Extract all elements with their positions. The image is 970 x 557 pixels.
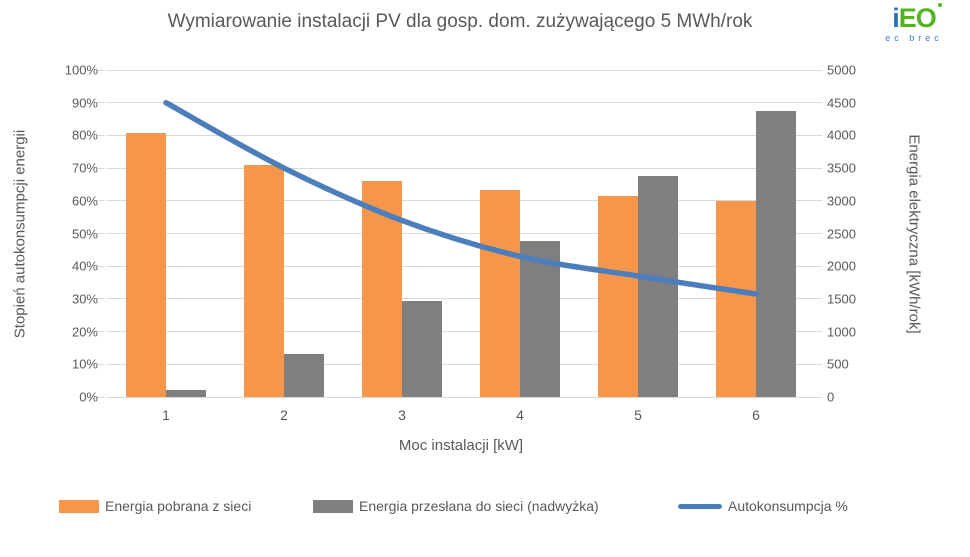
bar-energia-przeslana-kw1 (166, 390, 206, 397)
gridline (107, 396, 815, 398)
left-axis-tick-label: 20% (71, 324, 98, 340)
left-axis-tick-label: 10% (71, 356, 98, 372)
bar-energia-pobrana-kw4 (480, 190, 520, 397)
left-axis-tick-label: 90% (71, 95, 98, 111)
right-axis-title-container: Energia elektryczna [kWh/rok] (904, 70, 924, 397)
gridline (107, 331, 815, 333)
x-axis-title: Moc instalacji [kW] (398, 437, 524, 454)
left-axis-tick-mark (98, 102, 105, 104)
right-axis-tick-mark (815, 69, 822, 71)
right-axis-tick-mark (815, 363, 822, 365)
left-axis-tick-label: 50% (71, 226, 98, 241)
right-axis-tick-label: 1000 (827, 324, 856, 340)
bar-energia-przeslana-kw3 (402, 300, 442, 397)
right-axis-title: Energia elektryczna [kWh/rok] (905, 133, 923, 334)
gridline (107, 69, 815, 71)
legend-label: Energia przesłana do sieci (nadwyżka) (359, 498, 599, 514)
gridline (107, 200, 815, 202)
legend-item-energia-pobrana: Energia pobrana z sieci (59, 498, 251, 514)
right-axis-tick-label: 500 (827, 356, 849, 372)
x-axis-tick-label: 4 (516, 407, 524, 423)
right-axis-tick-mark (815, 134, 822, 136)
legend-label: Autokonsumpcja % (728, 498, 848, 514)
bar-energia-przeslana-kw2 (284, 353, 324, 397)
autokonsumpcja-line-layer (163, 99, 759, 297)
right-axis-tick-label: 4500 (827, 95, 856, 111)
left-axis-tick-mark (98, 265, 105, 267)
left-axis-tick-label: 40% (71, 258, 98, 274)
left-axis-tick-mark (98, 69, 105, 71)
right-axis-tick-label: 1500 (827, 291, 856, 307)
legend-item-energia-przeslana: Energia przesłana do sieci (nadwyżka) (313, 498, 599, 514)
gridline (107, 134, 815, 136)
left-axis-title: Stopień autokonsumpcji energii (11, 129, 29, 338)
left-axis-tick-label: 80% (71, 127, 98, 143)
legend: Energia pobrana z sieci Energia przesłan… (0, 498, 970, 518)
left-axis-tick-mark (98, 331, 105, 333)
autokonsumpcja-line (163, 99, 759, 297)
right-axis-tick-label: 5000 (827, 62, 856, 78)
right-axis-tick-label: 3500 (827, 160, 856, 176)
ieo-logo-subtext: ec brec (885, 33, 943, 43)
x-axis-tick-label: 6 (752, 407, 760, 423)
right-axis-tick-mark (815, 265, 822, 267)
legend-swatch-blue-line (678, 503, 722, 509)
left-axis-tick-mark (98, 363, 105, 365)
gridline (107, 363, 815, 365)
left-axis-tick-label: 100% (64, 62, 98, 78)
bar-energia-przeslana-kw4 (520, 240, 560, 397)
right-axis-tick-mark (815, 102, 822, 104)
left-axis-tick-mark (98, 233, 105, 234)
left-axis-tick-label: 70% (71, 160, 98, 176)
right-axis-tick-mark (815, 200, 822, 202)
legend-swatch-gray-bar (313, 499, 353, 513)
bar-energia-pobrana-kw5 (598, 196, 638, 397)
left-axis-tick-mark (98, 134, 105, 136)
left-axis-title-container: Stopień autokonsumpcji energii (10, 70, 30, 397)
gridline (107, 102, 815, 104)
bar-energia-pobrana-kw2 (244, 165, 284, 397)
right-axis-tick-mark (815, 396, 822, 398)
left-axis-tick-mark (98, 167, 105, 169)
bar-energia-pobrana-kw1 (126, 133, 166, 397)
logo-trademark-dot (937, 3, 942, 7)
gridline (107, 167, 815, 169)
left-axis-tick-mark (98, 200, 105, 202)
plot-area (98, 69, 822, 398)
left-axis-tick-label: 30% (71, 291, 98, 307)
gridline (107, 298, 815, 300)
gridline (107, 265, 815, 267)
left-axis-tick-mark (98, 298, 105, 300)
right-axis-tick-label: 0 (827, 389, 835, 405)
gridline (107, 233, 815, 234)
left-axis-tick-mark (98, 396, 105, 398)
legend-item-autokonsumpcja: Autokonsumpcja % (678, 498, 848, 514)
x-axis-tick-label: 2 (280, 407, 288, 423)
right-axis-tick-mark (815, 298, 822, 300)
legend-swatch-orange-bar (59, 499, 99, 513)
logo-letters-eo: EO (898, 3, 937, 33)
legend-label: Energia pobrana z sieci (105, 498, 252, 514)
x-axis-tick-label: 1 (162, 407, 170, 423)
ieo-logo-text: iEO (892, 3, 942, 33)
bar-energia-przeslana-kw5 (638, 176, 678, 397)
right-axis-tick-mark (815, 331, 822, 333)
x-axis-tick-label: 3 (398, 407, 406, 423)
logo-letter-i: i (892, 3, 899, 33)
right-axis-tick-label: 2000 (827, 258, 856, 274)
right-axis-tick-mark (815, 233, 822, 234)
right-axis-tick-mark (815, 167, 822, 169)
left-axis-tick-label: 60% (71, 193, 98, 209)
chart-title: Wymiarowanie instalacji PV dla gosp. dom… (167, 11, 753, 32)
left-axis-tick-label: 0% (79, 389, 98, 405)
bar-energia-przeslana-kw6 (756, 111, 796, 397)
ieo-logo: iEO ec brec (874, 3, 954, 43)
bar-energia-pobrana-kw6 (716, 200, 756, 397)
right-axis-tick-label: 4000 (827, 127, 856, 143)
x-axis-tick-label: 5 (634, 407, 642, 423)
right-axis-tick-label: 2500 (827, 226, 856, 241)
right-axis-tick-label: 3000 (827, 193, 856, 209)
